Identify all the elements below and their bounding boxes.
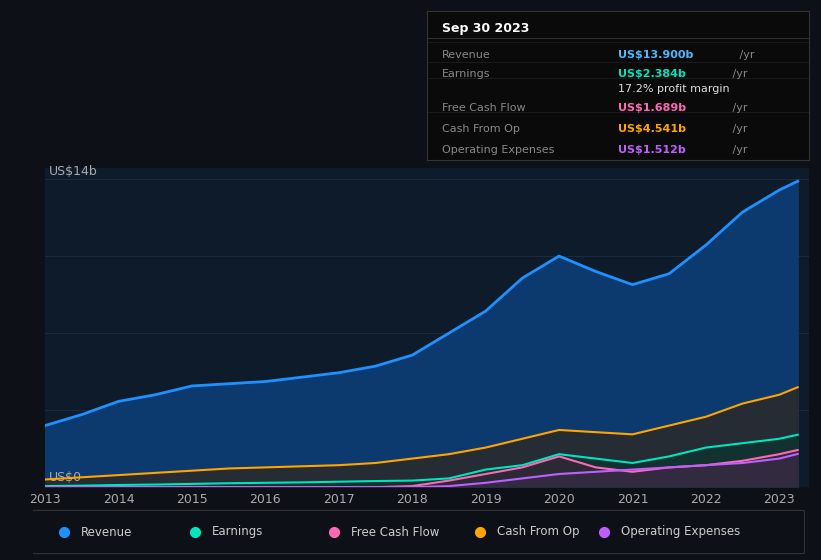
Text: Cash From Op: Cash From Op [443,124,520,134]
Text: /yr: /yr [729,124,747,134]
Text: US$1.689b: US$1.689b [618,103,686,113]
Text: US$2.384b: US$2.384b [618,69,686,79]
Text: Free Cash Flow: Free Cash Flow [443,103,525,113]
Text: /yr: /yr [729,103,747,113]
Text: US$0: US$0 [48,471,82,484]
Text: US$14b: US$14b [48,165,98,178]
Text: US$1.512b: US$1.512b [618,145,686,155]
Text: US$13.900b: US$13.900b [618,50,693,60]
Text: Operating Expenses: Operating Expenses [443,145,554,155]
Text: Operating Expenses: Operating Expenses [621,525,741,539]
Text: Cash From Op: Cash From Op [498,525,580,539]
Text: Free Cash Flow: Free Cash Flow [351,525,439,539]
Text: /yr: /yr [729,69,747,79]
Text: /yr: /yr [729,145,747,155]
Text: Earnings: Earnings [443,69,491,79]
Text: /yr: /yr [736,50,754,60]
Text: Earnings: Earnings [212,525,264,539]
Text: US$4.541b: US$4.541b [618,124,686,134]
Text: Revenue: Revenue [80,525,132,539]
Text: Sep 30 2023: Sep 30 2023 [443,22,530,35]
Text: 17.2% profit margin: 17.2% profit margin [618,84,729,94]
Text: Revenue: Revenue [443,50,491,60]
